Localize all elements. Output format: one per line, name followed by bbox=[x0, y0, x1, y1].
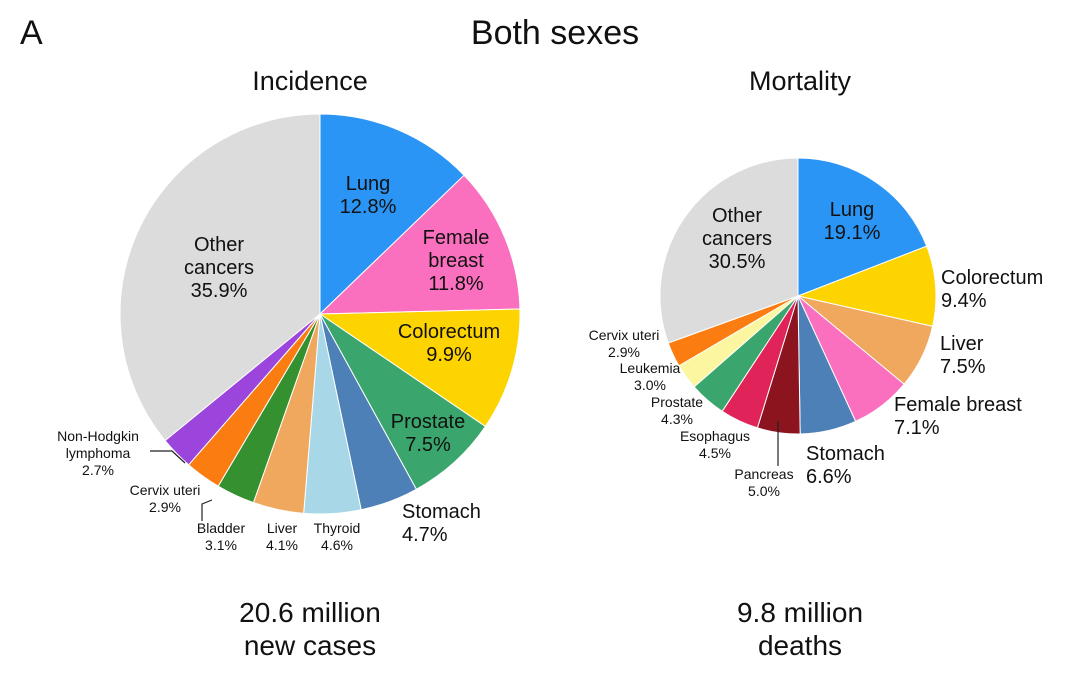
incidence-label-thyroid: Thyroid 4.6% bbox=[314, 520, 361, 553]
mortality-label-female-breast: Female breast 7.1% bbox=[894, 394, 1022, 439]
mortality-label-stomach: Stomach 6.6% bbox=[806, 443, 885, 488]
incidence-total: 20.6 million bbox=[239, 597, 381, 628]
incidence-slice-other-cancers bbox=[119, 113, 321, 442]
incidence-label-colorectum: Colorectum 9.9% bbox=[398, 321, 500, 366]
incidence-slice-colorectum bbox=[318, 308, 521, 428]
incidence-label-liver: Liver 4.1% bbox=[266, 520, 298, 553]
mortality-label-liver: Liver 7.5% bbox=[940, 333, 986, 378]
mortality-label-cervix-uteri: Cervix uteri 2.9% bbox=[589, 327, 660, 360]
incidence-label-other-cancers: Other cancers 35.9% bbox=[184, 234, 254, 302]
incidence-label-female-breast: Female breast 11.8% bbox=[423, 227, 490, 295]
leader-line bbox=[201, 499, 213, 521]
leader-line bbox=[150, 450, 186, 464]
incidence-chart-title: Incidence bbox=[252, 66, 368, 96]
mortality-pie bbox=[659, 157, 937, 435]
figure-title: Both sexes bbox=[470, 14, 640, 52]
mortality-unit: deaths bbox=[757, 630, 843, 661]
incidence-label-stomach: Stomach 4.7% bbox=[402, 501, 481, 546]
panel-letter: A bbox=[20, 14, 43, 52]
mortality-total: 9.8 million bbox=[736, 597, 864, 628]
incidence-label-non-hodgkin-lymphoma: Non-Hodgkin lymphoma 2.7% bbox=[57, 428, 139, 478]
incidence-label-lung: Lung 12.8% bbox=[340, 173, 397, 218]
incidence-unit: new cases bbox=[243, 630, 377, 661]
mortality-label-esophagus: Esophagus 4.5% bbox=[680, 428, 750, 461]
mortality-label-prostate: Prostate 4.3% bbox=[651, 394, 703, 427]
incidence-label-bladder: Bladder 3.1% bbox=[197, 520, 246, 553]
mortality-label-colorectum: Colorectum 9.4% bbox=[941, 267, 1043, 312]
mortality-slice-other-cancers bbox=[659, 157, 799, 344]
mortality-slice-colorectum bbox=[796, 245, 937, 327]
mortality-label-leukemia: Leukemia 3.0% bbox=[620, 360, 681, 393]
incidence-pie bbox=[119, 113, 521, 515]
mortality-label-lung: Lung 19.1% bbox=[824, 199, 881, 244]
mortality-label-other-cancers: Other cancers 30.5% bbox=[702, 205, 772, 273]
mortality-label-pancreas: Pancreas 5.0% bbox=[734, 466, 793, 499]
mortality-slice-lung bbox=[797, 157, 928, 297]
incidence-slice-lung bbox=[319, 113, 465, 316]
incidence-label-prostate: Prostate 7.5% bbox=[391, 411, 465, 456]
incidence-footer: 20.6 million new cases bbox=[160, 596, 460, 662]
incidence-slice-female-breast bbox=[318, 174, 521, 315]
incidence-label-cervix-uteri: Cervix uteri 2.9% bbox=[130, 482, 201, 515]
slice-labels: Lung 12.8% Female breast 11.8% Colorectum 9.9%… bbox=[57, 173, 1043, 553]
mortality-footer: 9.8 million deaths bbox=[650, 596, 950, 662]
mortality-chart-title: Mortality bbox=[749, 66, 852, 96]
